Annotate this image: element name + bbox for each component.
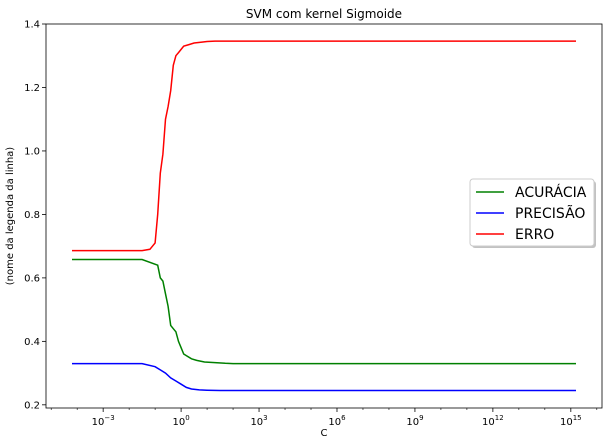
x-axis: 10−3 100 103 106 109 1012 1015 (50, 408, 598, 428)
x-tick-label: 109 (406, 414, 423, 428)
y-tick-label: 0.8 (24, 210, 40, 221)
legend-box (469, 178, 595, 247)
x-tick-label: 106 (328, 414, 346, 428)
series-line-1 (72, 258, 576, 365)
legend: ACURÁCIA PRECISÃO ERRO (469, 178, 596, 248)
x-axis-label: C (321, 428, 328, 439)
x-tick-label: 103 (250, 414, 267, 428)
x-tick-label: 1015 (560, 414, 582, 428)
y-axis-label: (nome da legenda da linha) (5, 147, 16, 286)
y-tick-label: 0.4 (24, 337, 40, 348)
y-tick-label: 1.2 (24, 83, 40, 94)
plot-frame (45, 23, 603, 409)
chart-title: SVM com kernel Sigmoide (246, 7, 402, 21)
y-tick-label: 0.6 (24, 273, 40, 284)
series-line-2 (72, 362, 576, 392)
series-line-3 (72, 40, 576, 252)
y-tick-label: 1.4 (24, 20, 40, 31)
legend-label: ACURÁCIA (515, 184, 587, 201)
x-tick-label: 100 (173, 414, 190, 428)
x-tick-label: 1012 (482, 414, 504, 428)
y-axis: 0.2 0.4 0.6 0.8 1.0 1.2 1.4 (24, 20, 46, 411)
y-tick-label: 0.2 (24, 400, 40, 411)
y-tick-label: 1.0 (24, 146, 40, 157)
x-tick-label: 10−3 (92, 414, 115, 428)
legend-label: PRECISÃO (515, 205, 585, 222)
legend-label: ERRO (515, 227, 554, 243)
